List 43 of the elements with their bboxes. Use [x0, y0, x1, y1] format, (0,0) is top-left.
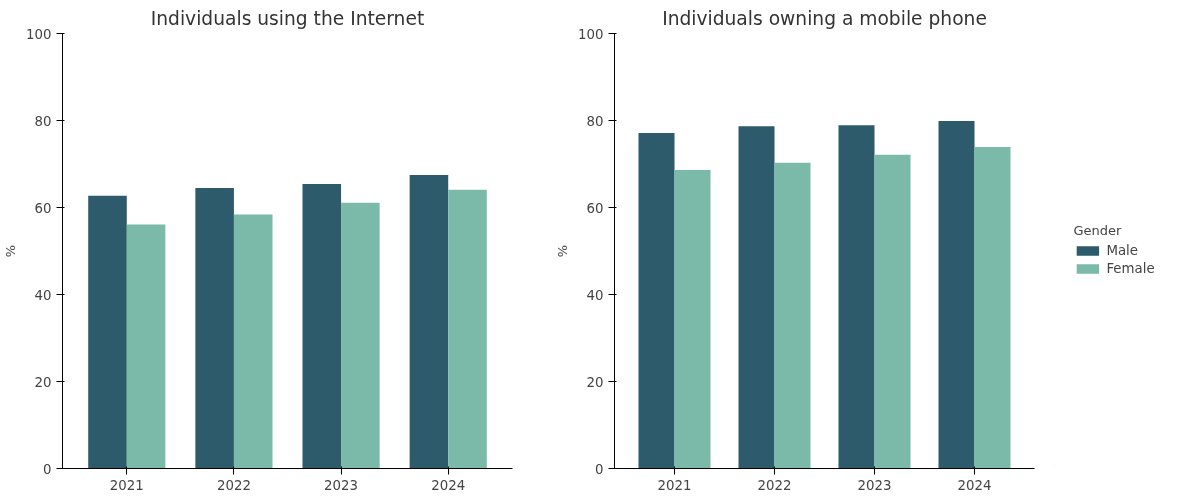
y-tick-label: 80 [34, 113, 52, 129]
bar [874, 154, 911, 469]
chart-title: Individuals owning a mobile phone [662, 7, 987, 29]
bar [409, 174, 449, 469]
bar [674, 170, 711, 469]
x-tick-label: 2023 [857, 477, 892, 493]
x-tick-label: 2024 [431, 477, 466, 493]
bar [738, 126, 775, 469]
x-tick-label: 2022 [216, 477, 251, 493]
x-tick-label: 2021 [109, 477, 144, 493]
bar [88, 195, 127, 469]
x-tick-label: 2022 [757, 477, 792, 493]
bar [126, 224, 166, 469]
bar [774, 162, 811, 469]
legend-label: Male [1106, 242, 1138, 258]
bar [838, 125, 875, 469]
y-axis-title: % [555, 244, 571, 258]
chart-title: Individuals using the Internet [150, 7, 425, 29]
x-tick-label: 2023 [324, 477, 359, 493]
bar [195, 187, 234, 469]
y-tick-label: 40 [586, 287, 604, 303]
legend-title: Gender [1073, 222, 1123, 238]
bar [448, 189, 487, 469]
bar [938, 120, 975, 469]
bar [974, 147, 1011, 469]
x-tick-label: 2024 [957, 477, 992, 493]
bar [638, 133, 675, 469]
legend-label: Female [1106, 260, 1155, 276]
y-tick-label: 20 [34, 374, 52, 390]
x-tick-label: 2021 [657, 477, 692, 493]
y-tick-label: 20 [586, 374, 604, 390]
y-tick-label: 80 [586, 113, 604, 129]
y-tick-label: 0 [595, 461, 604, 477]
y-tick-label: 0 [43, 461, 52, 477]
y-tick-label: 100 [578, 26, 604, 42]
bar [341, 202, 380, 469]
bar [233, 214, 273, 469]
y-tick-label: 60 [34, 200, 52, 216]
y-axis-title: % [3, 244, 19, 258]
y-tick-label: 100 [26, 26, 52, 42]
y-tick-label: 60 [586, 200, 604, 216]
y-tick-label: 40 [34, 287, 52, 303]
bar [302, 184, 342, 469]
